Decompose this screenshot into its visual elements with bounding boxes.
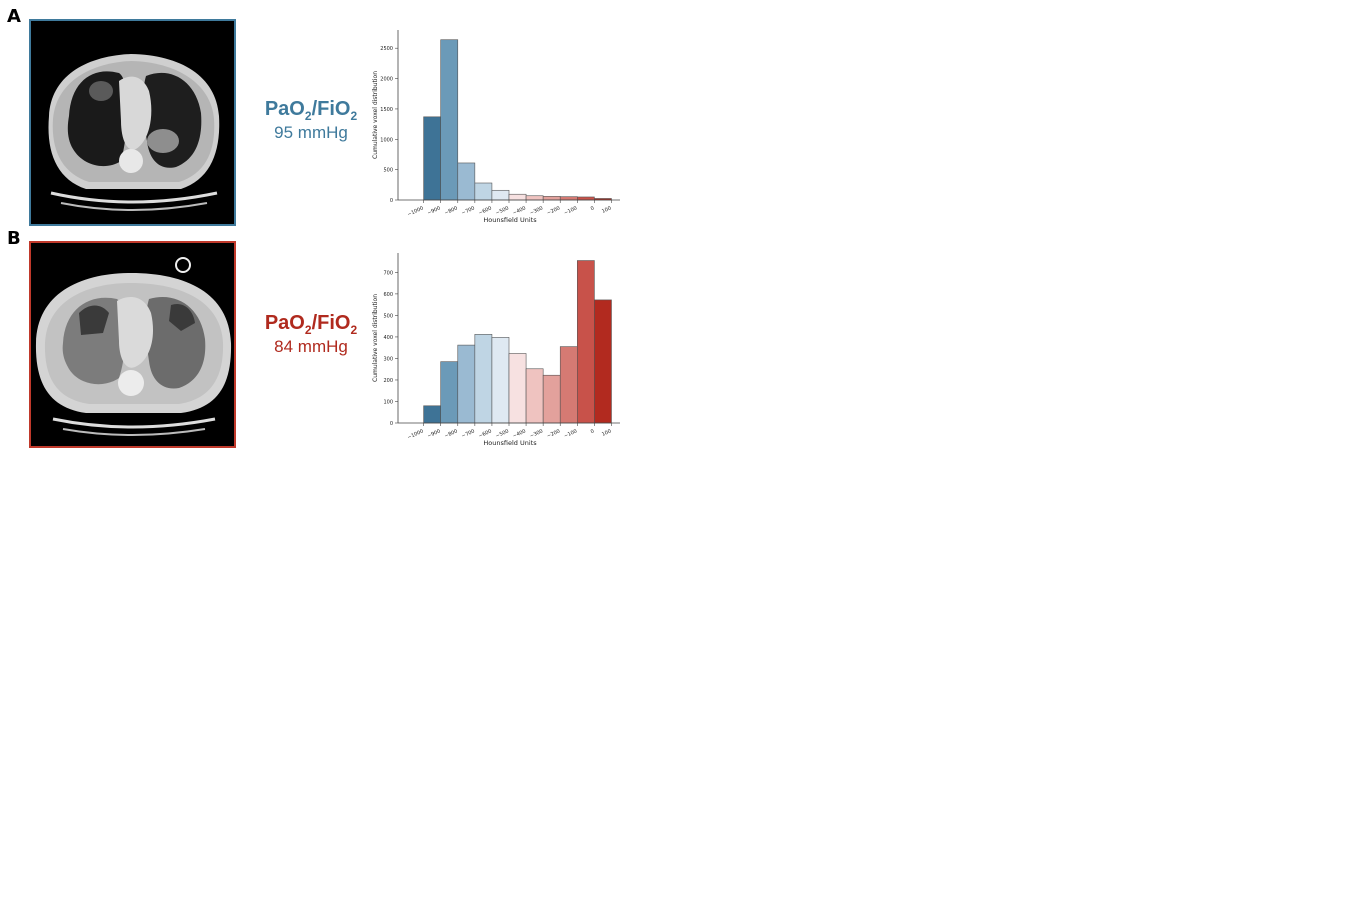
- pao2-subscript: 2: [304, 109, 312, 123]
- y-tick-label: 1500: [380, 107, 393, 113]
- x-tick-label: −200: [546, 428, 561, 439]
- fio2-subscript: 2: [350, 109, 358, 123]
- y-tick-label: 100: [383, 399, 393, 405]
- x-tick-label: −100: [563, 428, 578, 439]
- pao2-fio2-label: PaO2/FiO2: [231, 312, 391, 337]
- x-axis-label: Hounsfield Units: [483, 439, 537, 447]
- ct-scan-icon: [31, 243, 234, 446]
- x-tick-label: −200: [546, 205, 561, 216]
- x-tick-label: −100: [563, 205, 578, 216]
- y-tick-label: 500: [383, 313, 393, 319]
- histogram-bar: [559, 196, 578, 201]
- y-axis-label: Cumulative voxel distribution: [372, 71, 379, 159]
- histogram-bar: [594, 299, 612, 424]
- x-tick-label: 100: [601, 205, 612, 214]
- panel-label-a: A: [7, 6, 21, 27]
- histogram-bar: [457, 162, 476, 201]
- x-tick-label: −300: [529, 428, 544, 439]
- y-tick-label: 400: [383, 335, 393, 341]
- fio2-text: /FiO: [311, 312, 351, 334]
- pao2-text: PaO: [264, 312, 305, 334]
- histogram-bar: [457, 344, 476, 424]
- panel-label-b: B: [7, 228, 21, 249]
- x-tick-label: −800: [444, 428, 459, 439]
- ct-scan-icon: [31, 21, 234, 224]
- pao2-fio2-ratio-a: PaO2/FiO2 95 mmHg: [231, 98, 391, 143]
- histogram-bar: [525, 195, 544, 201]
- x-tick-label: 100: [601, 428, 612, 437]
- x-tick-label: −1000: [407, 205, 425, 218]
- histogram-bar: [577, 196, 595, 201]
- x-tick-label: −600: [478, 205, 493, 216]
- x-tick-label: −1000: [407, 428, 425, 441]
- pao2-fio2-value: 95 mmHg: [274, 123, 348, 142]
- x-tick-label: −300: [529, 205, 544, 216]
- x-tick-label: −400: [512, 428, 527, 439]
- x-tick-label: −900: [427, 205, 442, 216]
- y-tick-label: 2500: [380, 46, 393, 52]
- histogram-bar: [508, 353, 527, 424]
- histogram-bar: [423, 116, 441, 201]
- pao2-fio2-value: 84 mmHg: [274, 337, 348, 356]
- y-tick-label: 600: [383, 292, 393, 298]
- fio2-subscript: 2: [350, 323, 358, 337]
- histogram-bar: [542, 374, 561, 424]
- y-tick-label: 500: [383, 168, 393, 174]
- hu-histogram-b: 0 100 200 300 400 500 600 700 −1000 −900 −800 −700−…: [362, 243, 632, 458]
- x-axis-label: Hounsfield Units: [483, 216, 537, 224]
- histogram-bar: [491, 337, 510, 424]
- pao2-text: PaO: [264, 98, 305, 120]
- x-tick-label: −500: [495, 205, 510, 216]
- histogram-bar: [474, 334, 493, 424]
- y-tick-label: 300: [383, 356, 393, 362]
- histogram-bar: [440, 361, 459, 424]
- x-tick-label: −700: [461, 428, 476, 439]
- histogram-bar: [508, 193, 527, 201]
- y-tick-label: 0: [390, 198, 393, 204]
- pao2-fio2-ratio-b: PaO2/FiO2 84 mmHg: [231, 312, 391, 357]
- x-tick-label: 0: [590, 428, 595, 435]
- x-tick-label: −900: [427, 428, 442, 439]
- histogram-bar: [525, 368, 544, 424]
- histogram-bar: [577, 260, 595, 424]
- ct-scan-image-a: [29, 19, 236, 226]
- y-tick-label: 0: [390, 421, 393, 427]
- x-tick-label: −500: [495, 428, 510, 439]
- x-tick-label: −600: [478, 428, 493, 439]
- histogram-bar: [474, 182, 493, 201]
- histogram-bar: [542, 196, 561, 201]
- y-tick-label: 200: [383, 378, 393, 384]
- ct-scan-image-b: [29, 241, 236, 448]
- histogram-bar: [440, 39, 459, 201]
- hu-histogram-a: 0 500 1000 1500 2000 2500 −1000 −900 −800 −700 −60…: [362, 20, 632, 235]
- x-tick-label: −700: [461, 205, 476, 216]
- pao2-fio2-label: PaO2/FiO2: [231, 98, 391, 123]
- y-tick-label: 1000: [380, 137, 393, 143]
- y-axis-label: Cumulative voxel distribution: [372, 294, 379, 382]
- x-tick-label: 0: [590, 205, 595, 212]
- histogram-bar: [423, 405, 441, 424]
- histogram-bar: [559, 346, 578, 424]
- fio2-text: /FiO: [311, 98, 351, 120]
- x-tick-label: −800: [444, 205, 459, 216]
- pao2-subscript: 2: [304, 323, 312, 337]
- y-tick-label: 2000: [380, 77, 393, 83]
- y-tick-label: 700: [383, 270, 393, 276]
- x-tick-label: −400: [512, 205, 527, 216]
- histogram-bar: [491, 189, 510, 201]
